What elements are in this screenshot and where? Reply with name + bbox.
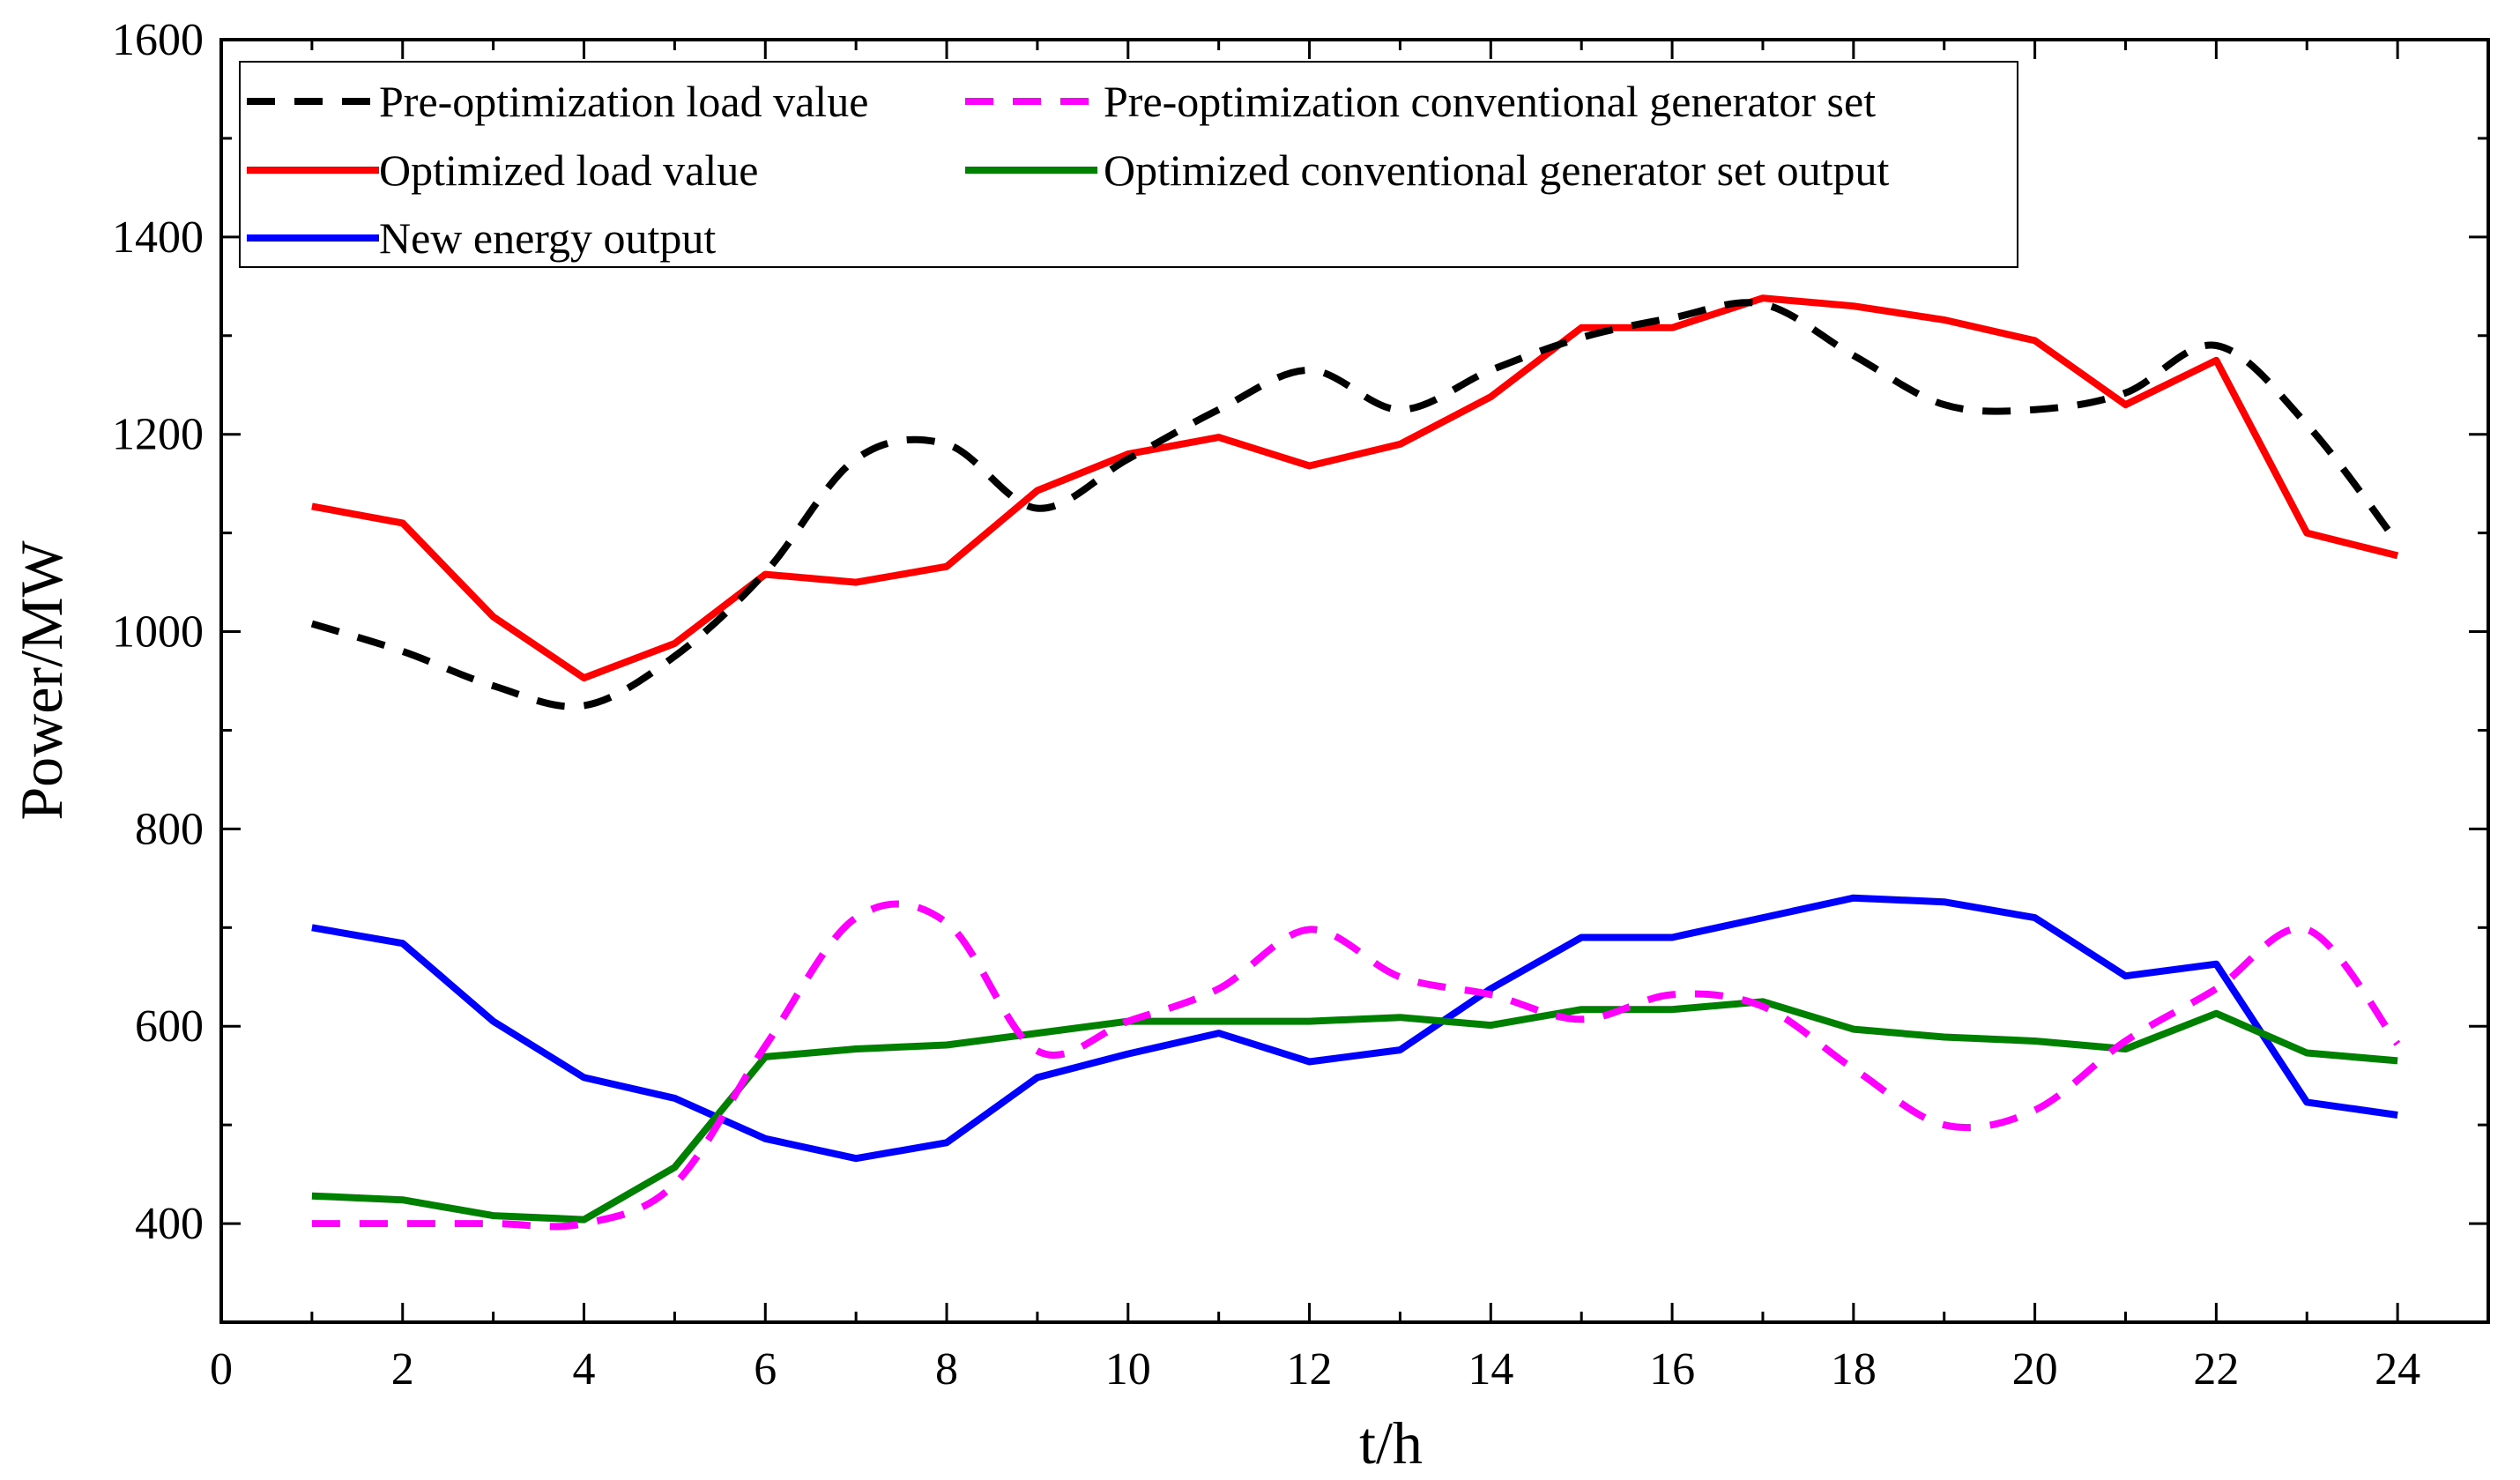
axes-layer: 0 2 4 6 8 10 12 14 16 18 20 22 244006008001000120014… bbox=[112, 15, 2488, 1394]
y-tick-label: 1400 bbox=[112, 212, 204, 263]
y-tick-label: 1200 bbox=[112, 410, 204, 460]
legend-label-0: Pre-optimization load value bbox=[379, 77, 868, 126]
x-tick-label: 0 bbox=[210, 1344, 233, 1394]
legend: Pre-optimization load value Pre-optimizat… bbox=[239, 61, 2018, 268]
x-tick-label: 6 bbox=[754, 1344, 777, 1394]
x-axis-title: t/h bbox=[1359, 1409, 1423, 1476]
legend-box bbox=[239, 61, 2018, 268]
series-layer bbox=[310, 294, 2401, 1231]
y-tick-label: 800 bbox=[135, 804, 204, 854]
series-line-2 bbox=[311, 294, 2399, 682]
x-tick-label: 8 bbox=[935, 1344, 958, 1394]
x-tick-label: 20 bbox=[2012, 1344, 2058, 1394]
series-line-0 bbox=[310, 299, 2401, 710]
y-tick-label: 400 bbox=[135, 1199, 204, 1249]
x-tick-label: 18 bbox=[1831, 1344, 1877, 1394]
series-line-4 bbox=[311, 894, 2398, 1163]
legend-label-2: Optimized load value bbox=[379, 145, 758, 195]
series-line-1 bbox=[311, 900, 2401, 1231]
x-tick-label: 2 bbox=[391, 1344, 414, 1394]
x-tick-label: 10 bbox=[1105, 1344, 1151, 1394]
legend-label-3: Optimized conventional generator set out… bbox=[1104, 145, 1890, 195]
legend-label-1: Pre-optimization conventional generator … bbox=[1104, 77, 1876, 126]
x-tick-label: 14 bbox=[1468, 1344, 1513, 1394]
x-tick-label: 16 bbox=[1649, 1344, 1695, 1394]
y-axis-title: Power/MW bbox=[8, 540, 75, 821]
x-tick-label: 22 bbox=[2193, 1344, 2239, 1394]
x-tick-label: 24 bbox=[2375, 1344, 2420, 1394]
legend-label-4: New energy output bbox=[379, 213, 716, 263]
x-tick-label: 4 bbox=[573, 1344, 596, 1394]
y-tick-label: 1000 bbox=[112, 607, 204, 658]
x-tick-label: 12 bbox=[1287, 1344, 1333, 1394]
y-tick-label: 1600 bbox=[112, 15, 204, 65]
y-tick-label: 600 bbox=[135, 1001, 204, 1052]
plot-frame bbox=[219, 38, 2490, 1324]
series-line-3 bbox=[311, 998, 2398, 1223]
